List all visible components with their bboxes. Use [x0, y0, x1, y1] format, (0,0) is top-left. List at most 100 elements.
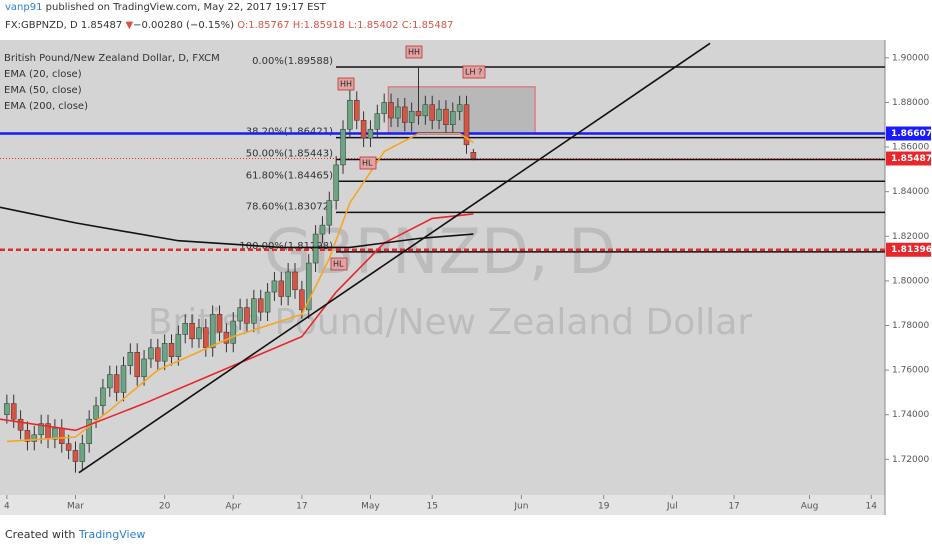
- level-label: 1.85487: [891, 154, 932, 164]
- legend-entry: EMA (200, close): [4, 101, 88, 112]
- arrow: ▼: [125, 20, 134, 31]
- candle-body: [408, 111, 415, 123]
- fib-label: 61.80%(1.84465): [246, 170, 333, 181]
- x-tick-label: Apr: [225, 502, 241, 512]
- y-tick-label: 1.80000: [892, 276, 929, 286]
- candle-body: [429, 104, 435, 121]
- candle-body: [312, 233, 319, 264]
- y-tick-label: 1.90000: [892, 53, 929, 63]
- annotation: HH: [340, 80, 352, 89]
- candle-body: [189, 323, 195, 340]
- candle-body: [415, 111, 422, 117]
- candle-body: [155, 347, 161, 362]
- high: H:1.85918: [292, 20, 346, 31]
- candle-body: [196, 327, 202, 340]
- candle-body: [58, 427, 65, 444]
- y-tick-label: 1.74000: [892, 410, 929, 420]
- x-tick-label: 4: [4, 502, 10, 512]
- open: O:1.85767: [237, 20, 290, 31]
- candle-body: [175, 334, 182, 357]
- brand[interactable]: TradingView: [78, 528, 146, 541]
- publish-line: vanp91 published on TradingView.com, May…: [5, 2, 326, 13]
- x-tick-label: May: [361, 502, 380, 512]
- candle-body: [436, 108, 442, 121]
- candle-body: [107, 374, 113, 389]
- candle-body: [367, 128, 374, 139]
- xaxis-bg: [0, 495, 885, 515]
- trendline: [78, 42, 711, 474]
- candle-body: [251, 298, 257, 324]
- candle-body: [52, 427, 58, 440]
- publisher[interactable]: vanp91: [5, 2, 43, 13]
- created: Created with: [5, 528, 76, 541]
- candle-body: [285, 271, 291, 297]
- annotation: LH ?: [465, 68, 482, 77]
- candle-body: [182, 323, 188, 335]
- candle-body: [86, 418, 92, 444]
- annotation-box: [330, 257, 348, 271]
- change: −0.00280 (−0.15%): [133, 20, 234, 31]
- annotation-box: [405, 45, 423, 59]
- candle-body: [264, 291, 271, 313]
- x-tick-label: Mar: [67, 502, 84, 512]
- x-tick-label: 15: [426, 502, 437, 512]
- candle-body: [340, 128, 346, 166]
- level-label: 1.86607: [891, 129, 932, 139]
- candle-body: [326, 200, 333, 226]
- candle-body: [31, 434, 38, 442]
- y-tick-label: 1.84000: [892, 187, 929, 197]
- y-tick-label: 1.76000: [892, 366, 929, 376]
- level-tag: [886, 151, 931, 166]
- candle-body: [141, 358, 147, 378]
- candle-body: [450, 111, 456, 126]
- candle-body: [463, 104, 470, 146]
- candle-body: [292, 271, 298, 291]
- candle-body: [79, 443, 86, 462]
- annotation: HL: [362, 159, 373, 168]
- candle-body: [402, 106, 408, 123]
- candle-body: [443, 108, 449, 126]
- x-tick-label: 17: [296, 502, 307, 512]
- close: C:1.85487: [401, 20, 454, 31]
- candle-body: [319, 224, 326, 235]
- candle-body: [333, 164, 339, 201]
- legend-entry: EMA (50, close): [4, 85, 82, 96]
- candle-body: [148, 347, 154, 360]
- candle-body: [237, 307, 243, 322]
- annotation: HH: [408, 48, 420, 57]
- candle-body: [17, 418, 24, 431]
- candle-body: [299, 289, 305, 311]
- candle-body: [230, 320, 237, 344]
- x-tick-label: Jun: [513, 502, 528, 512]
- annotation-box: [337, 77, 355, 91]
- candle-body: [278, 280, 285, 297]
- y-tick-label: 1.78000: [892, 321, 929, 331]
- x-tick-label: 17: [728, 502, 739, 512]
- x-tick-label: Aug: [801, 502, 819, 512]
- candle-body: [353, 99, 360, 121]
- last: 1.85487: [80, 20, 123, 31]
- candle-body: [168, 343, 175, 357]
- x-tick-label: 20: [159, 502, 171, 512]
- fib-label: 78.60%(1.83072): [246, 201, 333, 212]
- candle-body: [209, 314, 216, 349]
- axis-bg: [885, 40, 932, 515]
- candle-body: [271, 280, 278, 293]
- y-tick-label: 1.88000: [892, 98, 929, 108]
- fib-label: 50.00%(1.85443): [246, 148, 333, 159]
- candle-body: [93, 405, 99, 420]
- x-tick-label: 14: [866, 502, 878, 512]
- quote-line: FX:GBPNZD, D 1.85487 ▼−0.00280 (−0.15%) …: [5, 20, 453, 31]
- level-tag: [886, 242, 931, 257]
- plot-bg: [0, 40, 885, 495]
- candle-body: [120, 365, 127, 393]
- fib-label: 0.00%(1.89588): [252, 56, 333, 67]
- candle-body: [72, 450, 79, 462]
- legend-entry: EMA (20, close): [4, 69, 82, 80]
- candle-body: [216, 314, 223, 333]
- fib-label: 100.00%(1.81298): [239, 241, 333, 252]
- candle-body: [4, 403, 10, 415]
- candle-body: [360, 120, 367, 139]
- y-tick-label: 1.82000: [892, 232, 929, 242]
